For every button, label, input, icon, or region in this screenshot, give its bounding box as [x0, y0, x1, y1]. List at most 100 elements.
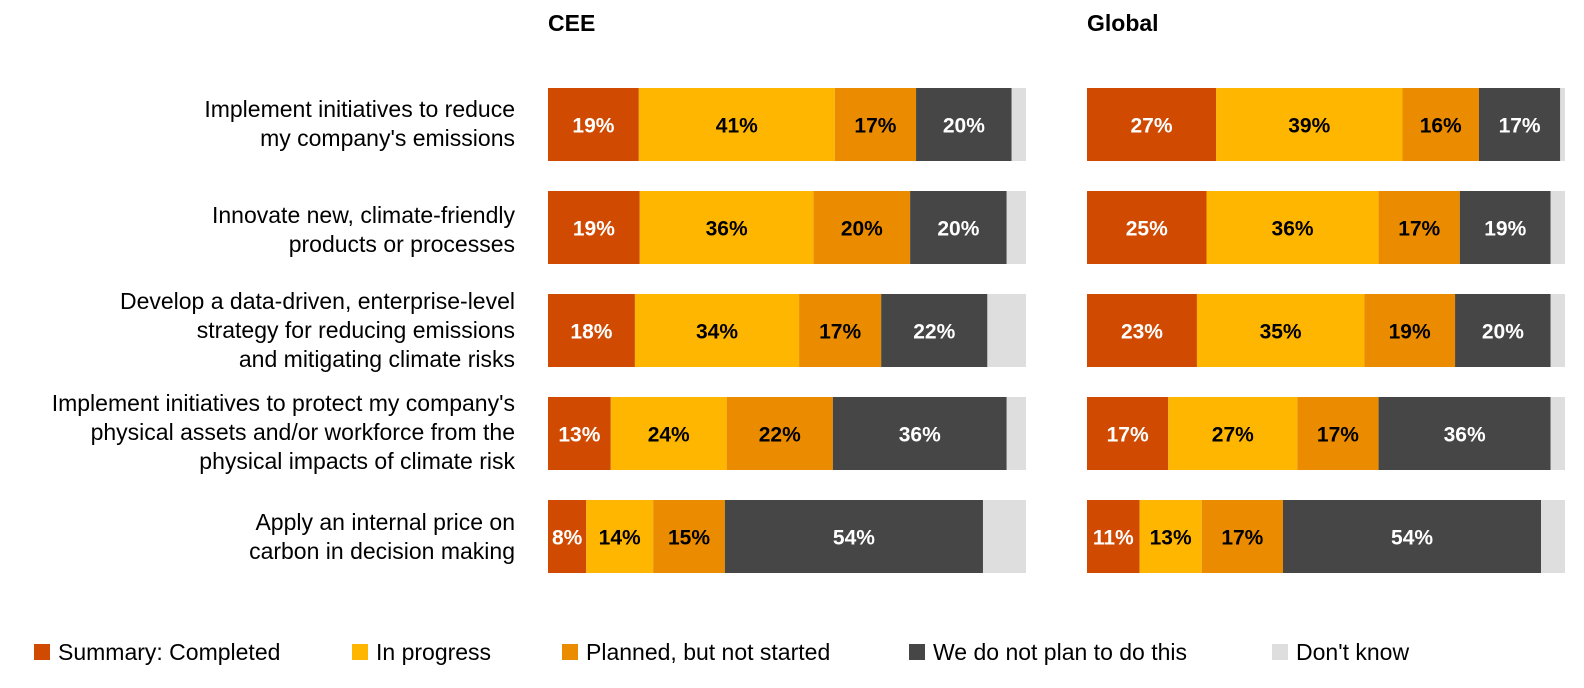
bar-segment-no-plan	[916, 88, 1012, 161]
data-label: 18%	[570, 321, 612, 344]
category-label: Implement initiatives to protect my comp…	[51, 390, 515, 474]
bar-segment-dont-know	[987, 294, 1026, 367]
bar-segment-planned	[1378, 191, 1460, 264]
data-label: 36%	[1444, 424, 1486, 447]
bar-segment-no-plan	[1282, 500, 1542, 573]
bar-segment-dont-know	[1006, 397, 1026, 470]
data-label: 41%	[716, 115, 758, 138]
bar-segment-no-plan	[910, 191, 1007, 264]
bar-segment-planned	[1402, 88, 1479, 161]
bar-segment-in-progress	[634, 294, 800, 367]
data-label: 14%	[599, 527, 641, 550]
data-label: 19%	[1484, 218, 1526, 241]
bar-segment-in-progress	[586, 500, 654, 573]
data-label: 16%	[1420, 115, 1462, 138]
bar-segment-completed	[548, 294, 635, 367]
data-label: 20%	[1482, 321, 1524, 344]
bar-segment-planned	[653, 500, 725, 573]
bar-segment-planned	[1364, 294, 1456, 367]
bar-segment-in-progress	[1206, 191, 1379, 264]
data-label: 15%	[668, 527, 710, 550]
bar-segment-completed	[548, 500, 587, 573]
data-label: 27%	[1212, 424, 1254, 447]
bar-segment-in-progress	[1196, 294, 1365, 367]
data-label: 17%	[1317, 424, 1359, 447]
bar-segment-completed	[1087, 88, 1217, 161]
data-label: 17%	[819, 321, 861, 344]
data-label: 39%	[1288, 115, 1330, 138]
legend-label: We do not plan to do this	[933, 639, 1188, 665]
category-label: Innovate new, climate-friendly products …	[212, 202, 515, 257]
bar-segment-no-plan	[832, 397, 1007, 470]
legend-swatch	[352, 644, 368, 660]
bar-segment-completed	[1087, 191, 1207, 264]
bar-segment-in-progress	[638, 88, 835, 161]
data-label: 20%	[943, 115, 985, 138]
legend-swatch	[909, 644, 925, 660]
data-label: 27%	[1131, 115, 1173, 138]
legend-label: In progress	[376, 639, 492, 665]
bar-segment-completed	[1087, 500, 1140, 573]
bar-segment-dont-know	[1011, 88, 1026, 161]
bar-segment-no-plan	[1459, 191, 1551, 264]
bar-segment-planned	[1297, 397, 1379, 470]
bar-segment-completed	[548, 397, 611, 470]
data-label: 17%	[854, 115, 896, 138]
legend-swatch	[562, 644, 578, 660]
bar-segment-completed	[1087, 397, 1169, 470]
bar-segment-planned	[799, 294, 882, 367]
bar-segment-no-plan	[1478, 88, 1561, 161]
legend-label: Planned, but not started	[586, 639, 831, 665]
data-label: 17%	[1107, 424, 1149, 447]
legend: Summary: Completed In progress Planned, …	[0, 638, 1584, 668]
data-label: 22%	[759, 424, 801, 447]
data-label: 34%	[696, 321, 738, 344]
legend-label: Summary: Completed	[58, 639, 281, 665]
data-label: 13%	[558, 424, 600, 447]
data-label: 13%	[1150, 527, 1192, 550]
bar-segment-no-plan	[724, 500, 983, 573]
legend-swatch	[34, 644, 50, 660]
data-label: 36%	[706, 218, 748, 241]
category-label: Implement initiatives to reduce my compa…	[204, 96, 515, 151]
data-label: 20%	[937, 218, 979, 241]
bar-segment-dont-know	[1006, 191, 1026, 264]
bar-segment-planned	[813, 191, 911, 264]
bar-segment-in-progress	[610, 397, 727, 470]
bar-segment-planned	[726, 397, 833, 470]
data-label: 17%	[1499, 115, 1541, 138]
bar-segment-no-plan	[881, 294, 988, 367]
bar-segment-in-progress	[1139, 500, 1202, 573]
bar-segment-dont-know	[1550, 397, 1565, 470]
data-label: 35%	[1260, 321, 1302, 344]
data-label: 36%	[1272, 218, 1314, 241]
bar-segment-dont-know	[1541, 500, 1565, 573]
bar-segment-dont-know	[1550, 294, 1565, 367]
data-label: 36%	[899, 424, 941, 447]
category-label: Apply an internal price on carbon in dec…	[249, 509, 515, 564]
bar-segment-no-plan	[1378, 397, 1551, 470]
data-label: 54%	[833, 527, 875, 550]
data-label: 19%	[573, 218, 615, 241]
bar-segment-planned	[1201, 500, 1283, 573]
data-label: 54%	[1391, 527, 1433, 550]
data-label: 22%	[913, 321, 955, 344]
data-label: 25%	[1126, 218, 1168, 241]
bar-segment-dont-know	[1560, 88, 1565, 161]
category-label: Develop a data-driven, enterprise-level …	[119, 288, 515, 372]
bar-segment-completed	[548, 191, 640, 264]
legend-label: Don't know	[1296, 639, 1410, 665]
data-label: 17%	[1221, 527, 1263, 550]
bar-segment-dont-know	[982, 500, 1026, 573]
panel-title-global: Global	[1087, 10, 1159, 36]
data-label: 19%	[572, 115, 614, 138]
bar-segment-in-progress	[1168, 397, 1298, 470]
data-label: 20%	[841, 218, 883, 241]
data-label: 17%	[1398, 218, 1440, 241]
data-label: 11%	[1093, 527, 1134, 550]
bar-segment-in-progress	[1216, 88, 1403, 161]
bar-segment-dont-know	[1550, 191, 1565, 264]
data-label: 23%	[1121, 321, 1163, 344]
legend-swatch	[1272, 644, 1288, 660]
